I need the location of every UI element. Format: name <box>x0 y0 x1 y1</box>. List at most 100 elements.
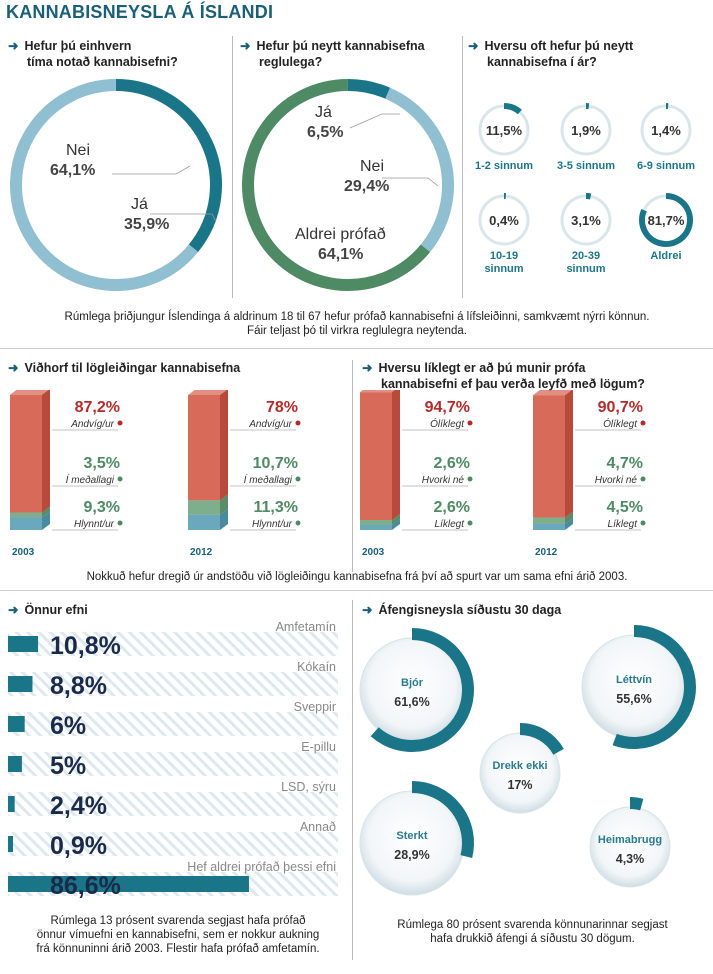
ring-value-label: 11,5% <box>486 123 523 138</box>
series-value-label: 2,6% <box>434 455 470 472</box>
ring-value-label: 81,7% <box>648 213 685 228</box>
year-label: 2012 <box>535 547 558 558</box>
series-value-label: 90,7% <box>598 399 643 416</box>
drug-name-label: E-pillu <box>301 740 336 754</box>
q6-heading: ➜ Önnur efni <box>8 602 88 618</box>
bar-segment-front <box>533 395 565 518</box>
ring-category-label: 3-5 sinnum <box>557 160 615 172</box>
slice-aldrei <box>242 79 431 291</box>
q1-heading-line1: Hefur þú einhvern <box>24 39 132 53</box>
q3-ring-grid: 11,5% 1-2 sinnum 1,9% 3-5 sinnum 1,4% 6-9 sin… <box>475 103 695 275</box>
bar-track <box>8 632 338 656</box>
bubble-value-label: 61,6% <box>394 695 429 709</box>
bar-segment-side <box>220 390 228 501</box>
drug-name-label: Kókaín <box>297 660 336 674</box>
series-value-label: 10,7% <box>253 455 298 472</box>
bubble-value-label: 17% <box>507 778 532 792</box>
caption-2: Nokkuð hefur dregið úr andstöðu við lögl… <box>86 571 628 583</box>
bubble-name-label: Léttvín <box>616 674 652 686</box>
bar-segment-side <box>220 494 228 515</box>
drug-bar-chart: Amfetamín 10,8% Kókaín 8,8% Sveppir 6% E-pillu… <box>8 620 338 900</box>
leader-line-ja <box>349 113 400 129</box>
caption-1-line2: Fáir teljast þó til virkra reglulegra ne… <box>247 325 467 337</box>
series-name-label: Í meðallagi <box>244 473 293 486</box>
bubble-name-label: Sterkt <box>396 830 428 842</box>
ring-value-label: 3,1% <box>571 213 601 228</box>
series-value-label: 4,5% <box>607 499 643 516</box>
drug-value-label: 6% <box>50 712 86 740</box>
drug-bar <box>8 836 13 852</box>
q3-heading-line1: Hversu oft hefur þú neytt <box>484 39 634 53</box>
divider <box>462 36 463 298</box>
leader-dot <box>295 476 301 482</box>
series-name-label: Andvíg/ur <box>70 419 114 430</box>
q2-label-nei: Nei <box>360 158 385 175</box>
bar-track <box>8 712 338 736</box>
q1-heading: ➜ Hefur þú einhvern tíma notað kannabisef… <box>8 38 178 70</box>
leader-line-nei <box>112 165 191 175</box>
q2-label-ja: Já <box>315 104 332 121</box>
q7-heading-text: Áfengisneysla síðustu 30 daga <box>378 603 562 617</box>
q4-heading-text: Viðhorf til lögleiðingar kannabisefna <box>24 361 241 375</box>
arrow-icon: ➜ <box>8 603 19 617</box>
q3-heading-line2: kannabisefna í ár? <box>487 55 597 69</box>
series-name-label: Ólíklegt <box>603 417 638 430</box>
caption-4: Rúmlega 80 prósent svarenda könnunarinna… <box>360 918 705 946</box>
ring-value-label: 0,4% <box>489 213 519 228</box>
ring-value-arc <box>503 103 522 115</box>
bar-segment-front <box>533 523 565 530</box>
series-value-label: 3,5% <box>84 455 120 472</box>
bar-segment-top <box>360 390 395 393</box>
ring-category-label: sinnum <box>566 263 605 275</box>
arrow-icon: ➜ <box>240 39 251 53</box>
series-name-label: Hvorki né <box>595 475 638 486</box>
drug-value-label: 2,4% <box>50 792 107 820</box>
drug-value-label: 0,9% <box>50 832 107 860</box>
ring-category-label: 20-39 <box>572 250 600 262</box>
series-name-label: Hvorki né <box>422 475 465 486</box>
bubble-name-label: Drekk ekki <box>492 760 547 772</box>
drug-value-label: 86,6% <box>50 872 121 900</box>
bar-segment-front <box>360 520 392 525</box>
bar-segment-side <box>565 517 573 530</box>
caption-4-line1: Rúmlega 80 prósent svarenda könnunarinna… <box>397 919 668 931</box>
slice-nei <box>10 79 199 291</box>
drug-name-label: Sveppir <box>294 700 336 714</box>
leader-dot <box>295 520 301 526</box>
bar-segment-front <box>10 394 42 513</box>
drug-name-label: Hef aldrei prófað þessi efni <box>187 860 336 874</box>
caption-1-line1: Rúmlega þriðjungur Íslendinga á aldrinum… <box>64 311 650 323</box>
q1-donut-chart <box>10 79 222 291</box>
bar-segment-front <box>188 514 220 530</box>
q3-heading: ➜ Hversu oft hefur þú neytt kannabisefna … <box>468 38 633 70</box>
drug-value-label: 8,8% <box>50 672 107 700</box>
divider <box>0 348 713 349</box>
drug-bar <box>8 676 33 692</box>
ring-category-label: 6-9 sinnum <box>637 160 695 172</box>
q1-value-nei: 64,1% <box>50 162 96 179</box>
series-value-label: 9,3% <box>84 499 120 516</box>
series-name-label: Líklegt <box>608 519 639 530</box>
series-name-label: Hlynnt/ur <box>252 519 293 530</box>
bubble-name-label: Bjór <box>401 677 424 689</box>
drug-bar <box>8 756 22 772</box>
leader-dot <box>295 420 301 426</box>
series-value-label: 87,2% <box>75 399 120 416</box>
bar-segment-side <box>392 519 400 530</box>
leader-line-ja <box>150 213 217 223</box>
arrow-icon: ➜ <box>468 39 479 53</box>
bar-segment-side <box>392 390 400 520</box>
bar-segment-side <box>565 511 573 524</box>
caption-3: Rúmlega 13 prósent svarenda segjast hafa… <box>8 914 348 956</box>
ring-value-label: 1,9% <box>571 123 601 138</box>
bar-track <box>8 752 338 776</box>
bar-track <box>8 792 338 816</box>
bar-track <box>8 672 338 696</box>
leader-dot <box>467 476 473 482</box>
bubble-value-arc <box>411 781 474 859</box>
bubble <box>589 806 671 888</box>
ring-category-label: 10-19 <box>490 250 518 262</box>
series-name-label: Hlynnt/ur <box>74 519 115 530</box>
leader-dot <box>467 420 473 426</box>
